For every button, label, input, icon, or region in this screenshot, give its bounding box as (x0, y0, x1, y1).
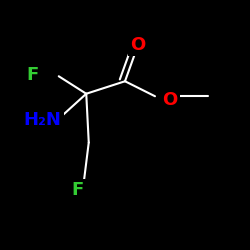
Text: H₂N: H₂N (24, 111, 62, 129)
Text: O: O (130, 36, 145, 54)
Text: F: F (26, 66, 38, 84)
Text: F: F (72, 181, 84, 199)
Text: O: O (162, 91, 178, 109)
